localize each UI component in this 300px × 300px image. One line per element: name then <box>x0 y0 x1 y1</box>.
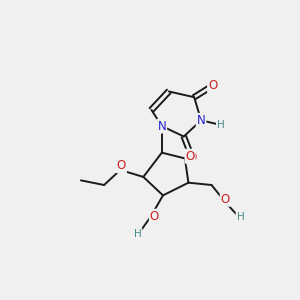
Text: O: O <box>150 210 159 223</box>
Text: N: N <box>197 114 206 127</box>
Text: H: H <box>134 229 142 238</box>
Text: O: O <box>185 150 195 163</box>
Text: O: O <box>187 151 196 164</box>
Text: O: O <box>208 79 217 92</box>
Text: N: N <box>158 120 166 133</box>
Text: H: H <box>217 120 225 130</box>
Text: O: O <box>221 193 230 206</box>
Text: O: O <box>117 159 126 172</box>
Text: H: H <box>236 212 244 222</box>
